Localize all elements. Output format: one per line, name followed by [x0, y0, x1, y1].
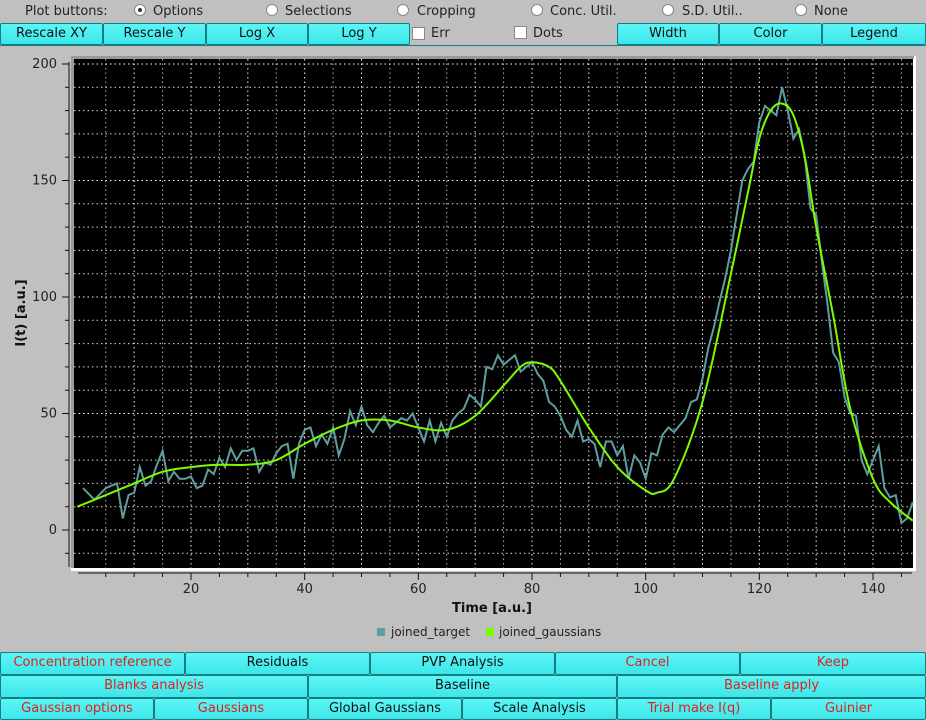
toolbar-divider [0, 45, 926, 46]
svg-text:140: 140 [861, 582, 886, 597]
radio-none[interactable] [795, 4, 807, 16]
legend-label-target: joined_target [390, 625, 470, 639]
radio-options-label[interactable]: Options [153, 4, 204, 19]
radio-selections[interactable] [266, 4, 278, 16]
global-gaussians-button[interactable]: Global Gaussians [308, 698, 462, 720]
rescale-xy-button[interactable]: Rescale XY [0, 23, 103, 45]
series-joined-gaussians [76, 102, 914, 522]
radio-selections-label[interactable]: Selections [285, 4, 352, 19]
radio-sd-util[interactable] [662, 4, 674, 16]
radio-conc-util[interactable] [531, 4, 543, 16]
intensity-time-chart[interactable]: 0 50 100 150 200 20 40 60 80 100 120 140 Time [a.u.… [0, 46, 926, 646]
radio-conc-util-label[interactable]: Conc. Util. [550, 4, 617, 19]
dots-checkbox[interactable] [514, 26, 527, 39]
svg-text:40: 40 [296, 582, 313, 597]
err-checkbox[interactable] [412, 27, 425, 40]
guinier-button[interactable]: Guinier [771, 698, 926, 720]
axes: 0 50 100 150 200 20 40 60 80 100 120 140 [32, 57, 912, 597]
keep-button[interactable]: Keep [740, 652, 926, 675]
width-button[interactable]: Width [617, 23, 719, 45]
log-y-button[interactable]: Log Y [308, 23, 410, 45]
plot-frame-top [71, 56, 914, 59]
legend-label-gaussians: joined_gaussians [498, 625, 601, 639]
svg-text:120: 120 [747, 582, 772, 597]
gaussian-options-button[interactable]: Gaussian options [0, 698, 154, 720]
radio-sd-util-label[interactable]: S.D. Util.. [682, 4, 743, 19]
blanks-analysis-button[interactable]: Blanks analysis [0, 675, 308, 698]
cancel-button[interactable]: Cancel [555, 652, 740, 675]
gaussians-button[interactable]: Gaussians [154, 698, 308, 720]
svg-text:50: 50 [40, 407, 57, 422]
legend-button[interactable]: Legend [822, 23, 926, 45]
svg-text:150: 150 [32, 174, 57, 189]
dots-label: Dots [533, 26, 563, 41]
plot-area [74, 59, 913, 568]
legend-swatch-target [377, 628, 385, 636]
svg-text:60: 60 [410, 582, 427, 597]
series-joined-target [82, 87, 914, 525]
err-label: Err [431, 26, 450, 41]
baseline-apply-button[interactable]: Baseline apply [617, 675, 926, 698]
y-axis-label: I(t) [a.u.] [14, 279, 29, 346]
plot-buttons-radio-group: Plot buttons: Options Selections Croppin… [0, 0, 926, 22]
svg-text:200: 200 [32, 57, 57, 72]
radio-none-label[interactable]: None [814, 4, 848, 19]
svg-text:0: 0 [49, 523, 57, 538]
svg-text:20: 20 [183, 582, 200, 597]
legend[interactable]: joined_target joined_gaussians [377, 625, 601, 639]
color-button[interactable]: Color [719, 23, 822, 45]
residuals-button[interactable]: Residuals [185, 652, 370, 675]
svg-text:80: 80 [524, 582, 541, 597]
grid-lines [74, 59, 913, 568]
svg-text:100: 100 [32, 290, 57, 305]
radio-cropping[interactable] [397, 4, 409, 16]
rescale-y-button[interactable]: Rescale Y [103, 23, 206, 45]
svg-text:100: 100 [633, 582, 658, 597]
radio-cropping-label[interactable]: Cropping [417, 4, 476, 19]
log-x-button[interactable]: Log X [206, 23, 308, 45]
legend-swatch-gaussians [486, 628, 494, 636]
radio-options[interactable] [134, 4, 146, 16]
scale-analysis-button[interactable]: Scale Analysis [462, 698, 617, 720]
plot-buttons-label: Plot buttons: [25, 4, 108, 19]
trial-make-iq-button[interactable]: Trial make I(q) [617, 698, 771, 720]
x-axis-label: Time [a.u.] [452, 601, 532, 616]
pvp-analysis-button[interactable]: PVP Analysis [370, 652, 555, 675]
plot-frame-left [71, 56, 74, 568]
baseline-button[interactable]: Baseline [308, 675, 617, 698]
concentration-reference-button[interactable]: Concentration reference [0, 652, 185, 675]
